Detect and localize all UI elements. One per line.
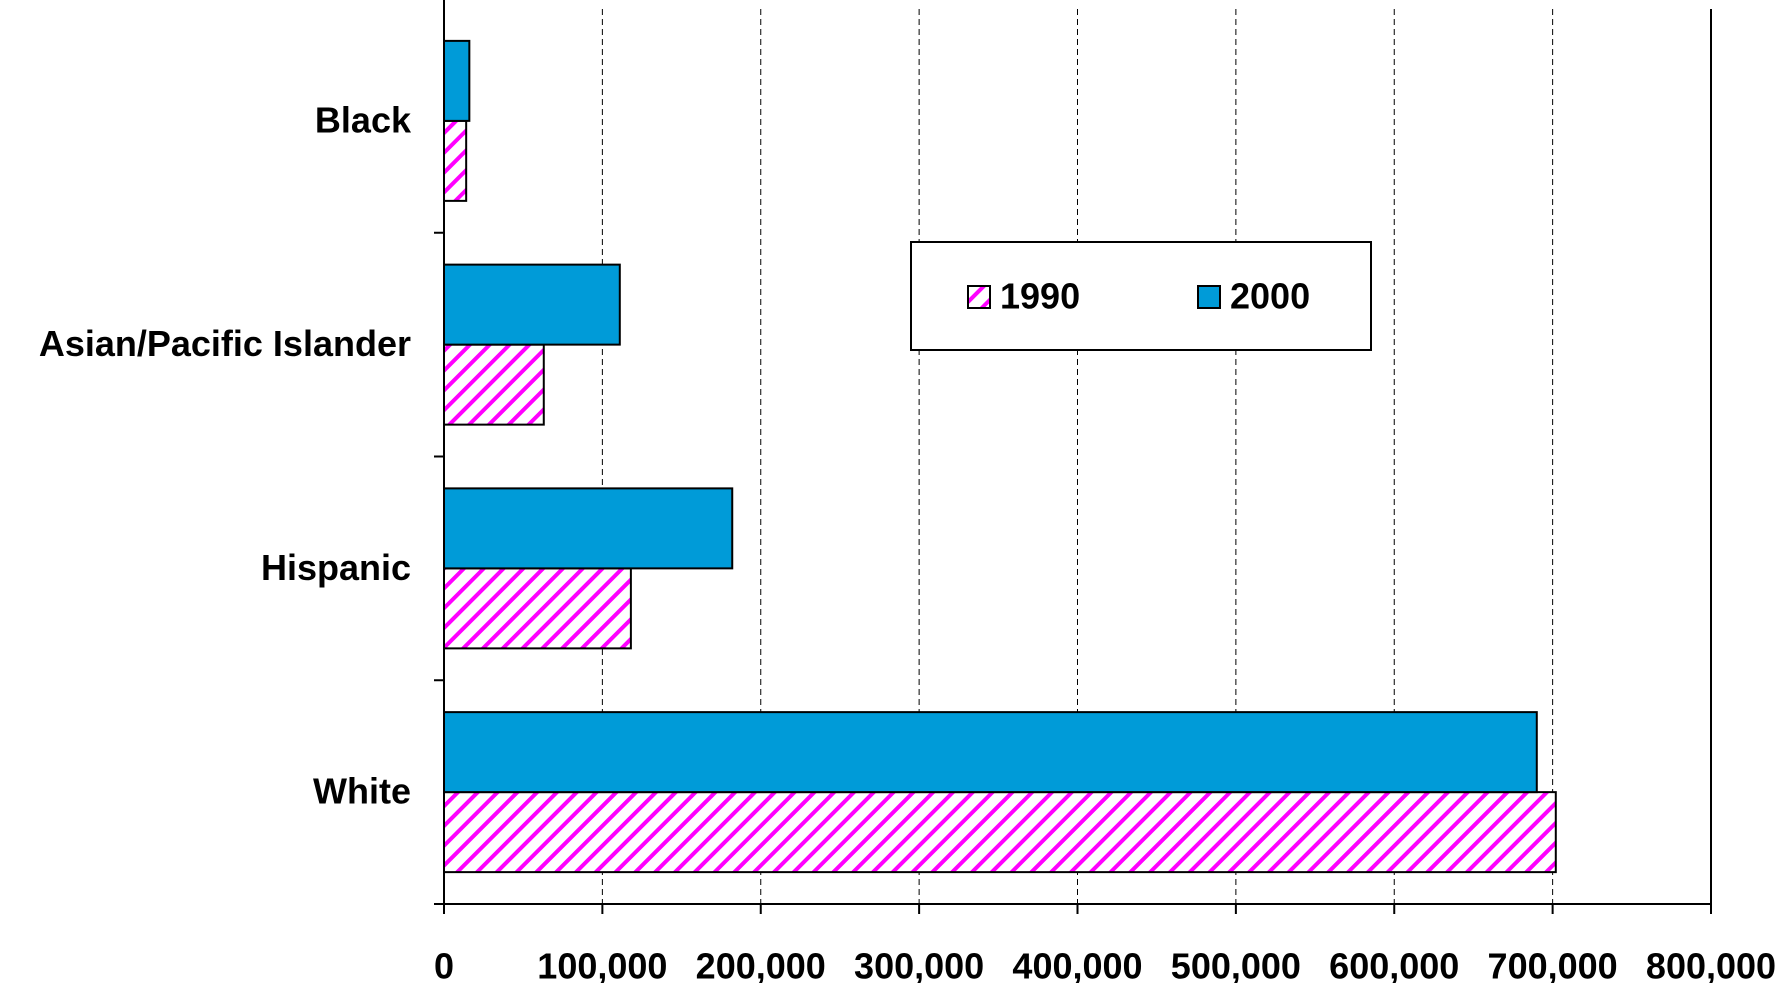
x-tick-label: 600,000 (1329, 946, 1459, 983)
x-tick-label: 700,000 (1488, 946, 1618, 983)
bar (443, 343, 545, 426)
x-tick-label: 0 (434, 946, 454, 983)
bar (443, 263, 621, 346)
legend: 1990 2000 (910, 241, 1372, 351)
legend-label: 1990 (1000, 276, 1080, 317)
y-tick-label: White (313, 771, 411, 812)
bar (443, 567, 632, 650)
y-tick-label: Hispanic (261, 547, 411, 588)
x-tick-label: 800,000 (1646, 946, 1776, 983)
x-tick-label: 200,000 (696, 946, 826, 983)
bar (443, 711, 1538, 794)
y-tick-label: Black (315, 99, 412, 140)
y-tick-label: Asian/Pacific Islander (39, 323, 411, 364)
legend-label: 2000 (1230, 276, 1310, 317)
bar (443, 39, 471, 122)
x-tick-label: 300,000 (854, 946, 984, 983)
legend-swatch (967, 285, 991, 309)
legend-swatch (1197, 285, 1221, 309)
bar (443, 791, 1557, 874)
x-tick-label: 100,000 (537, 946, 667, 983)
bar (443, 487, 734, 570)
bar (443, 119, 468, 202)
x-tick-label: 500,000 (1171, 946, 1301, 983)
x-tick-label: 400,000 (1012, 946, 1142, 983)
